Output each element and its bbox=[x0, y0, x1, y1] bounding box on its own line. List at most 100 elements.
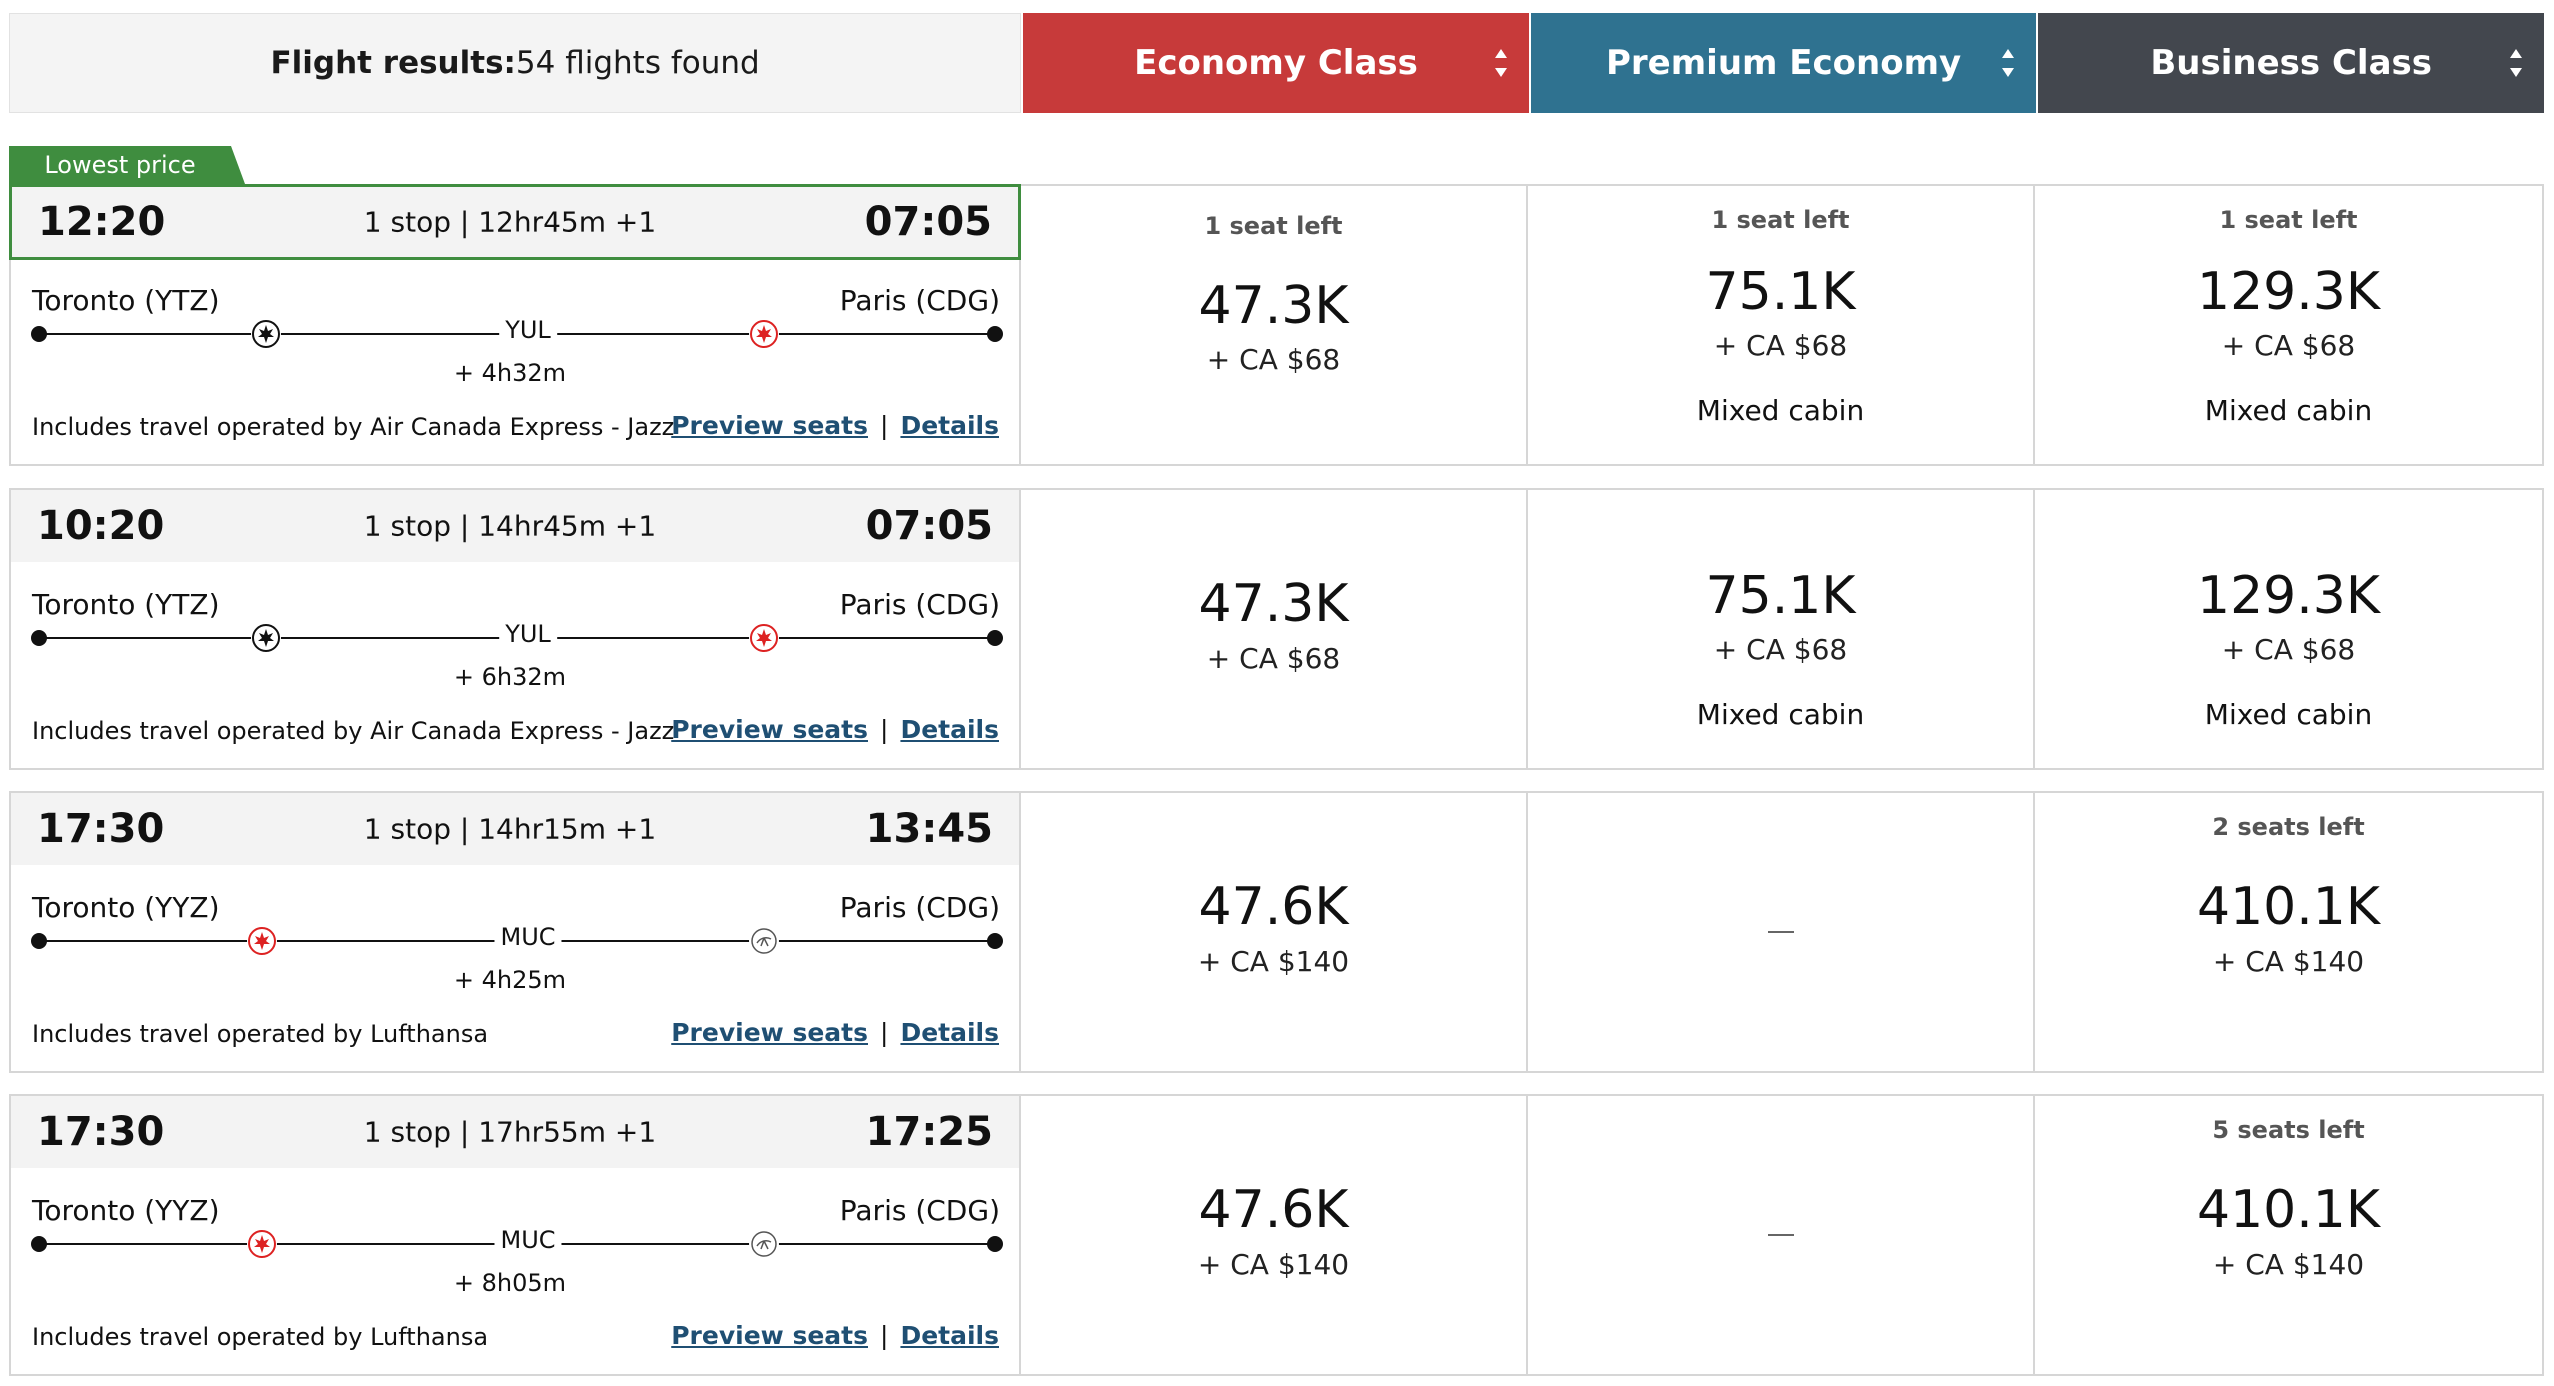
premium-economy-fare-cell[interactable]: 1 seat left 75.1K + CA $68 Mixed cabin bbox=[1528, 186, 2035, 464]
operated-by: Includes travel operated by Air Canada E… bbox=[32, 413, 675, 441]
sort-icon bbox=[1494, 49, 1507, 77]
points-price: 129.3K bbox=[2197, 262, 2380, 322]
cash-fee: + CA $140 bbox=[1197, 945, 1350, 978]
tab-label: Business Class bbox=[2150, 43, 2432, 83]
flight-row: 17:30 1 stop | 14hr15m +1 13:45 Toronto … bbox=[9, 791, 2544, 1073]
economy-fare-cell[interactable]: 47.3K + CA $68 bbox=[1021, 490, 1528, 768]
details-link[interactable]: Details bbox=[900, 1018, 999, 1047]
tab-label: Premium Economy bbox=[1605, 43, 1962, 83]
arrival-time: 07:05 bbox=[864, 199, 992, 245]
points-price: 47.6K bbox=[1198, 877, 1349, 937]
economy-fare-cell[interactable]: 1 seat left 47.3K + CA $68 bbox=[1021, 186, 1528, 464]
flight-itinerary: 12:20 1 stop | 12hr45m +1 07:05 Toronto … bbox=[9, 184, 1021, 464]
destination-airport: Paris (CDG) bbox=[839, 891, 1000, 924]
premium-economy-fare-cell[interactable]: 75.1K + CA $68 Mixed cabin bbox=[1528, 490, 2035, 768]
tab-label: Economy Class bbox=[1134, 43, 1418, 83]
destination-airport: Paris (CDG) bbox=[839, 284, 1000, 317]
air-canada-icon bbox=[247, 1229, 277, 1259]
tab-economy-class[interactable]: Economy Class bbox=[1023, 13, 1529, 113]
cash-fee: + CA $68 bbox=[2221, 329, 2356, 362]
route-start-dot bbox=[31, 630, 47, 646]
preview-seats-link[interactable]: Preview seats bbox=[671, 1321, 868, 1350]
air-canada-express-icon bbox=[251, 623, 281, 653]
flight-links: Preview seats | Details bbox=[671, 411, 999, 440]
business-fare-cell[interactable]: 129.3K + CA $68 Mixed cabin bbox=[2035, 490, 2542, 768]
route-start-dot bbox=[31, 933, 47, 949]
cash-fee: + CA $68 bbox=[1206, 343, 1341, 376]
points-price: 47.3K bbox=[1198, 574, 1349, 634]
lufthansa-icon bbox=[749, 1229, 779, 1259]
sort-icon bbox=[2002, 49, 2015, 77]
sort-icon bbox=[2509, 49, 2522, 77]
points-price: 410.1K bbox=[2197, 877, 2380, 937]
seats-left: 2 seats left bbox=[2212, 813, 2365, 841]
details-link[interactable]: Details bbox=[900, 1321, 999, 1350]
preview-seats-link[interactable]: Preview seats bbox=[671, 1018, 868, 1047]
link-separator: | bbox=[880, 715, 889, 744]
flight-row: 17:30 1 stop | 17hr55m +1 17:25 Toronto … bbox=[9, 1094, 2544, 1376]
business-fare-cell[interactable]: 5 seats left 410.1K + CA $140 bbox=[2035, 1096, 2542, 1374]
tab-business-class[interactable]: Business Class bbox=[2038, 13, 2544, 113]
economy-fare-cell[interactable]: 47.6K + CA $140 bbox=[1021, 793, 1528, 1071]
preview-seats-link[interactable]: Preview seats bbox=[671, 715, 868, 744]
points-price: 75.1K bbox=[1705, 262, 1856, 322]
route-end-dot bbox=[987, 933, 1003, 949]
layover-duration: + 6h32m bbox=[453, 663, 567, 691]
route-end-dot bbox=[987, 326, 1003, 342]
route-line: YUL bbox=[31, 620, 1003, 653]
flight-itinerary: 17:30 1 stop | 14hr15m +1 13:45 Toronto … bbox=[11, 793, 1021, 1071]
arrival-time: 17:25 bbox=[865, 1109, 993, 1155]
tab-premium-economy[interactable]: Premium Economy bbox=[1530, 13, 2037, 113]
economy-fare-cell[interactable]: 47.6K + CA $140 bbox=[1021, 1096, 1528, 1374]
operated-by: Includes travel operated by Lufthansa bbox=[32, 1323, 489, 1351]
operated-by: Includes travel operated by Lufthansa bbox=[32, 1020, 489, 1048]
unavailable-dash bbox=[1767, 1234, 1794, 1236]
cash-fee: + CA $68 bbox=[1206, 642, 1341, 675]
details-link[interactable]: Details bbox=[900, 715, 999, 744]
mixed-cabin-label: Mixed cabin bbox=[2204, 698, 2373, 731]
air-canada-express-icon bbox=[251, 319, 281, 349]
air-canada-icon bbox=[247, 926, 277, 956]
stop-duration: 1 stop | 12hr45m +1 bbox=[363, 205, 657, 239]
layover-duration: + 8h05m bbox=[453, 1269, 567, 1297]
cash-fee: + CA $68 bbox=[2221, 633, 2356, 666]
layover-duration: + 4h32m bbox=[453, 359, 567, 387]
points-price: 75.1K bbox=[1705, 566, 1856, 626]
arrival-time: 07:05 bbox=[865, 503, 993, 549]
flight-row: 10:20 1 stop | 14hr45m +1 07:05 Toronto … bbox=[9, 488, 2544, 770]
flight-row: 12:20 1 stop | 12hr45m +1 07:05 Toronto … bbox=[9, 184, 2544, 466]
lowest-price-badge: Lowest price bbox=[9, 146, 245, 184]
connection-airport: YUL bbox=[499, 316, 557, 344]
business-fare-cell[interactable]: 1 seat left 129.3K + CA $68 Mixed cabin bbox=[2035, 186, 2542, 464]
stop-duration: 1 stop | 14hr45m +1 bbox=[363, 509, 657, 543]
results-summary: Flight results: 54 flights found bbox=[9, 13, 1022, 113]
destination-airport: Paris (CDG) bbox=[839, 1194, 1000, 1227]
link-separator: | bbox=[880, 411, 889, 440]
departure-time: 17:30 bbox=[37, 1109, 165, 1155]
destination-airport: Paris (CDG) bbox=[839, 588, 1000, 621]
seats-left: 1 seat left bbox=[1204, 212, 1343, 240]
preview-seats-link[interactable]: Preview seats bbox=[671, 411, 868, 440]
route-end-dot bbox=[987, 1236, 1003, 1252]
connection-airport: MUC bbox=[494, 1226, 562, 1254]
flight-itinerary: 10:20 1 stop | 14hr45m +1 07:05 Toronto … bbox=[11, 490, 1021, 768]
mixed-cabin-label: Mixed cabin bbox=[1696, 394, 1865, 427]
stop-duration: 1 stop | 17hr55m +1 bbox=[363, 1115, 657, 1149]
cash-fee: + CA $140 bbox=[1197, 1248, 1350, 1281]
points-price: 129.3K bbox=[2197, 566, 2380, 626]
flight-links: Preview seats | Details bbox=[671, 1018, 999, 1047]
stop-duration: 1 stop | 14hr15m +1 bbox=[363, 812, 657, 846]
business-fare-cell[interactable]: 2 seats left 410.1K + CA $140 bbox=[2035, 793, 2542, 1071]
time-bar: 12:20 1 stop | 12hr45m +1 07:05 bbox=[9, 184, 1021, 260]
operated-by: Includes travel operated by Air Canada E… bbox=[32, 717, 675, 745]
air-canada-icon bbox=[749, 319, 779, 349]
time-bar: 17:30 1 stop | 17hr55m +1 17:25 bbox=[11, 1096, 1019, 1168]
flight-links: Preview seats | Details bbox=[671, 1321, 999, 1350]
premium-economy-fare-cell bbox=[1528, 1096, 2035, 1374]
layover-duration: + 4h25m bbox=[453, 966, 567, 994]
origin-airport: Toronto (YYZ) bbox=[32, 1194, 220, 1227]
details-link[interactable]: Details bbox=[900, 411, 999, 440]
seats-left: 5 seats left bbox=[2212, 1116, 2365, 1144]
connection-airport: MUC bbox=[494, 923, 562, 951]
air-canada-icon bbox=[749, 623, 779, 653]
